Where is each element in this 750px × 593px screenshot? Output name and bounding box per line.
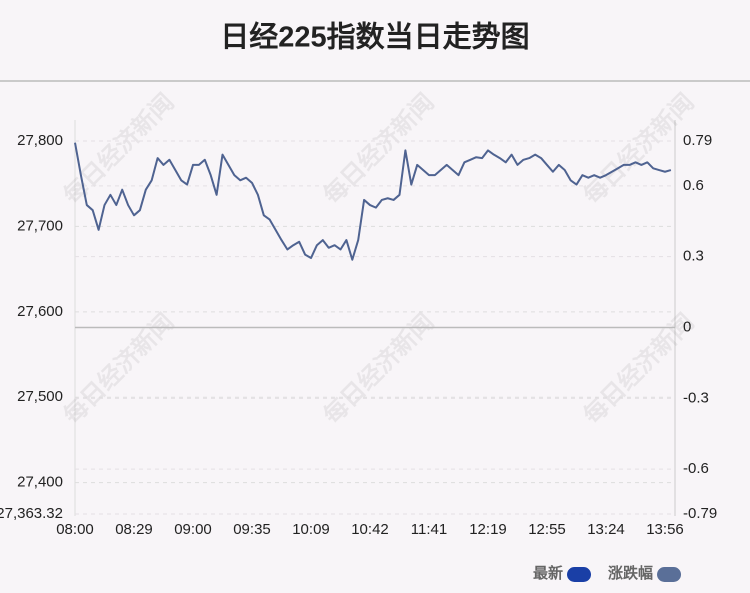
legend-label: 最新: [533, 564, 563, 582]
x-tick-label: 11:41: [411, 521, 447, 538]
y-tick-label: 27,500: [17, 388, 63, 405]
y2-tick-label: -0.3: [683, 389, 709, 406]
y-tick-label: 27,700: [17, 217, 63, 234]
x-tick-label: 09:35: [233, 521, 271, 538]
y2-tick-label: 0.79: [683, 132, 712, 149]
y2-tick-label: 0.6: [683, 177, 704, 194]
x-tick-label: 12:55: [528, 521, 566, 538]
x-tick-label: 13:56: [646, 521, 684, 538]
legend-label: 涨跌幅: [608, 564, 653, 582]
x-tick-label: 08:00: [56, 521, 94, 538]
y2-tick-label: 0.3: [683, 248, 704, 265]
legend-swatch: [567, 567, 592, 582]
y2-tick-label: -0.6: [683, 460, 709, 477]
y-tick-label: 27,800: [17, 132, 63, 149]
x-tick-label: 13:24: [587, 521, 625, 538]
y2-tick-label: 0: [683, 318, 691, 335]
price-line: [74, 142, 672, 261]
x-tick-label: 09:00: [174, 521, 212, 538]
x-tick-label: 12:19: [469, 521, 507, 538]
legend-swatch: [657, 567, 682, 582]
chart-title: 日经225指数当日走势图: [220, 20, 529, 54]
x-tick-label: 08:29: [115, 521, 153, 538]
y-tick-label: 27,600: [17, 303, 63, 320]
y-tick-label: 27,363.32: [0, 505, 63, 522]
x-tick-label: 10:42: [351, 521, 389, 538]
y-tick-label: 27,400: [17, 474, 63, 491]
y2-tick-label: -0.79: [683, 505, 717, 522]
x-tick-label: 10:09: [292, 521, 330, 538]
